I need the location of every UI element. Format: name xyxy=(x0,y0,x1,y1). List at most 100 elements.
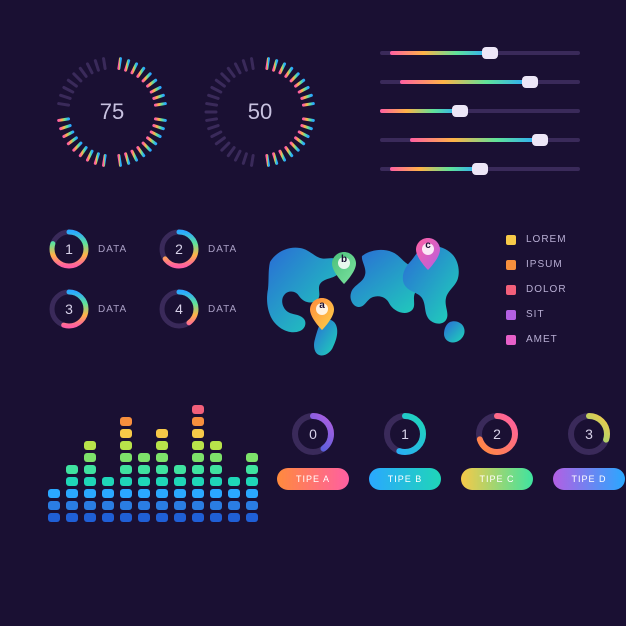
data-ring: 2 DATA xyxy=(158,228,248,270)
slider-fill xyxy=(390,51,490,55)
map-pin[interactable]: a xyxy=(310,298,334,330)
equalizer-segment xyxy=(84,489,96,498)
legend-item: DOLOR xyxy=(506,284,567,295)
legend-item: IPSUM xyxy=(506,259,567,270)
equalizer-segment xyxy=(246,513,258,522)
equalizer-segment xyxy=(174,477,186,486)
equalizer-segment xyxy=(156,489,168,498)
data-ring-label: DATA xyxy=(208,244,237,255)
slider-knob[interactable] xyxy=(482,47,498,59)
equalizer-segment xyxy=(102,513,114,522)
equalizer-segment xyxy=(246,453,258,462)
equalizer-column xyxy=(246,453,258,522)
type-number: 2 xyxy=(475,412,519,456)
equalizer-segment xyxy=(138,477,150,486)
gauge-value: 75 xyxy=(52,52,172,172)
equalizer-column xyxy=(48,489,60,522)
type-pill[interactable]: TIPE D xyxy=(553,468,625,490)
type-pill[interactable]: TIPE C xyxy=(461,468,533,490)
map-pin-letter: b xyxy=(332,254,356,265)
equalizer-segment xyxy=(246,501,258,510)
type-number: 0 xyxy=(291,412,335,456)
equalizer-segment xyxy=(84,477,96,486)
type-pill[interactable]: TIPE B xyxy=(369,468,441,490)
equalizer-segment xyxy=(138,513,150,522)
equalizer-segment xyxy=(84,453,96,462)
equalizer-segment xyxy=(192,489,204,498)
equalizer-segment xyxy=(192,429,204,438)
equalizer-segment xyxy=(84,501,96,510)
gauge-value: 50 xyxy=(200,52,320,172)
legend-swatch xyxy=(506,260,516,270)
slider-row[interactable] xyxy=(380,46,580,60)
equalizer-segment xyxy=(84,465,96,474)
equalizer-segment xyxy=(156,429,168,438)
slider-row[interactable] xyxy=(380,162,580,176)
equalizer-segment xyxy=(228,513,240,522)
type-ring: 1 xyxy=(383,412,427,456)
radial-gauge-1: 50 xyxy=(200,52,320,172)
equalizer-column xyxy=(174,465,186,522)
equalizer-segment xyxy=(210,441,222,450)
equalizer-column xyxy=(138,453,150,522)
map-pin[interactable]: c xyxy=(416,238,440,270)
type-number: 1 xyxy=(383,412,427,456)
equalizer-segment xyxy=(120,477,132,486)
dashboard-canvas: 75 50 1 DATA 2 DATA xyxy=(0,0,626,626)
equalizer-column xyxy=(120,417,132,522)
type-number: 3 xyxy=(567,412,611,456)
data-ring-label: DATA xyxy=(208,304,237,315)
equalizer-segment xyxy=(156,441,168,450)
equalizer-segment xyxy=(156,477,168,486)
data-ring: 3 DATA xyxy=(48,288,138,330)
legend-label: LOREM xyxy=(526,234,567,245)
equalizer-segment xyxy=(192,513,204,522)
equalizer-segment xyxy=(174,501,186,510)
slider-fill xyxy=(390,167,480,171)
slider-knob[interactable] xyxy=(472,163,488,175)
equalizer-segment xyxy=(174,513,186,522)
type-item: 0 TIPE A xyxy=(278,412,348,490)
equalizer-segment xyxy=(84,441,96,450)
type-pill[interactable]: TIPE A xyxy=(277,468,349,490)
equalizer-column xyxy=(156,429,168,522)
slider-knob[interactable] xyxy=(522,76,538,88)
legend-label: DOLOR xyxy=(526,284,567,295)
equalizer-segment xyxy=(228,477,240,486)
equalizer-segment xyxy=(192,501,204,510)
equalizer-segment xyxy=(102,501,114,510)
legend-swatch xyxy=(506,235,516,245)
slider-knob[interactable] xyxy=(452,105,468,117)
legend-swatch xyxy=(506,285,516,295)
equalizer-segment xyxy=(174,489,186,498)
equalizer-segment xyxy=(192,441,204,450)
equalizer-segment xyxy=(138,501,150,510)
equalizer-segment xyxy=(156,501,168,510)
slider-row[interactable] xyxy=(380,104,580,118)
equalizer-segment xyxy=(192,417,204,426)
equalizer-segment xyxy=(246,477,258,486)
equalizer-column xyxy=(192,405,204,522)
equalizer-segment xyxy=(192,405,204,414)
legend-label: IPSUM xyxy=(526,259,563,270)
legend-label: AMET xyxy=(526,334,558,345)
type-item: 2 TIPE C xyxy=(462,412,532,490)
radial-gauge-0: 75 xyxy=(52,52,172,172)
data-ring-number: 3 xyxy=(48,288,90,330)
slider-row[interactable] xyxy=(380,75,580,89)
equalizer-column xyxy=(102,477,114,522)
type-group: 0 TIPE A 1 TIPE B xyxy=(278,412,624,490)
legend-swatch xyxy=(506,335,516,345)
equalizer-segment xyxy=(210,453,222,462)
map-pin[interactable]: b xyxy=(332,252,356,284)
equalizer-segment xyxy=(66,513,78,522)
type-pill-label: TIPE C xyxy=(479,474,514,484)
map-pin-letter: c xyxy=(416,240,440,251)
equalizer-segment xyxy=(48,501,60,510)
equalizer-chart xyxy=(48,402,258,522)
equalizer-segment xyxy=(210,465,222,474)
equalizer-segment xyxy=(228,489,240,498)
slider-knob[interactable] xyxy=(532,134,548,146)
slider-row[interactable] xyxy=(380,133,580,147)
slider-fill xyxy=(400,80,530,84)
